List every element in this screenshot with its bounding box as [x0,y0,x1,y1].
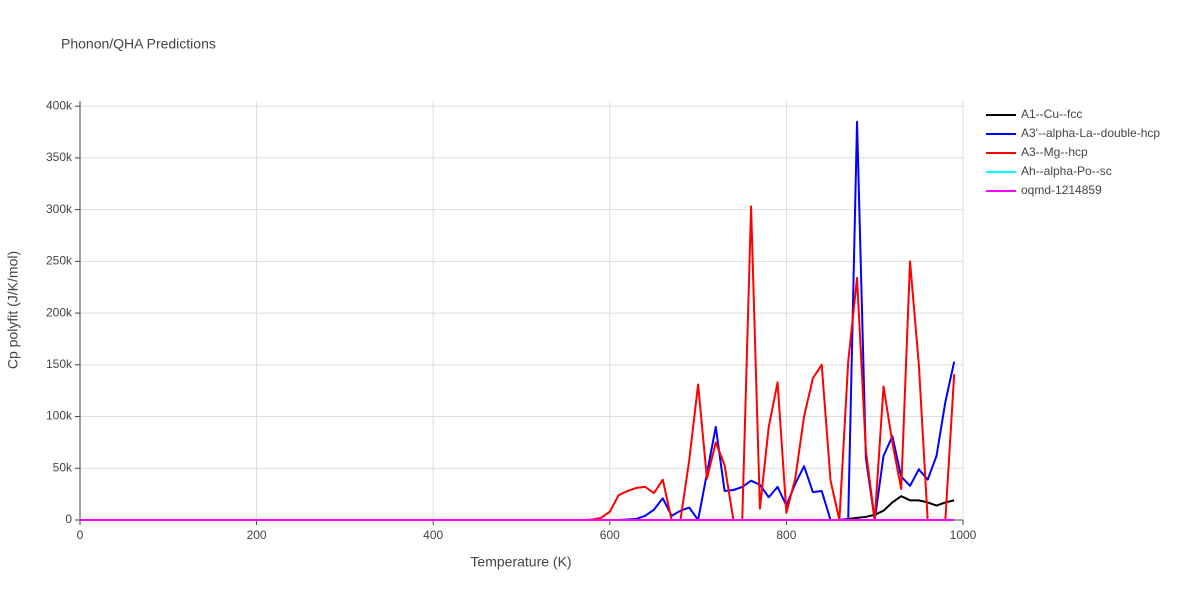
legend-label: A3--Mg--hcp [1021,145,1088,159]
y-tick-label: 150k [46,357,73,371]
y-tick-label: 50k [53,460,73,474]
series-line [80,120,956,521]
x-tick-label: 800 [776,528,796,542]
legend-label: Ah--alpha-Po--sc [1021,164,1112,178]
y-tick-label: 250k [46,254,73,268]
x-tick-label: 1000 [950,528,977,542]
x-axis-label: Temperature (K) [470,554,571,570]
y-tick-label: 100k [46,409,73,423]
x-tick-label: 400 [423,528,443,542]
y-tick-label: 400k [46,98,73,112]
chart-title: Phonon/QHA Predictions [61,36,216,52]
x-tick-label: 0 [77,528,84,542]
y-axis-label: Cp polyfit (J/K/mol) [5,251,21,369]
plot-lines [80,120,956,521]
grid: 0 50k 100k 150k 200k 250k 300k 350k 400k 0 200 400 6… [46,98,977,542]
x-tick-label: 600 [600,528,620,542]
legend-label: A1--Cu--fcc [1021,107,1082,121]
y-tick-label: 300k [46,202,73,216]
legend-label: oqmd-1214859 [1021,183,1102,197]
y-tick-label: 200k [46,305,73,319]
x-tick-label: 200 [247,528,267,542]
legend: A1--Cu--fcc A3'--alpha-La--double-hcp A3--… [986,107,1160,197]
series-line [80,495,955,521]
y-tick-label: 350k [46,150,73,164]
y-tick-label: 0 [65,512,72,526]
legend-label: A3'--alpha-La--double-hcp [1021,126,1160,140]
series-line [80,205,956,521]
